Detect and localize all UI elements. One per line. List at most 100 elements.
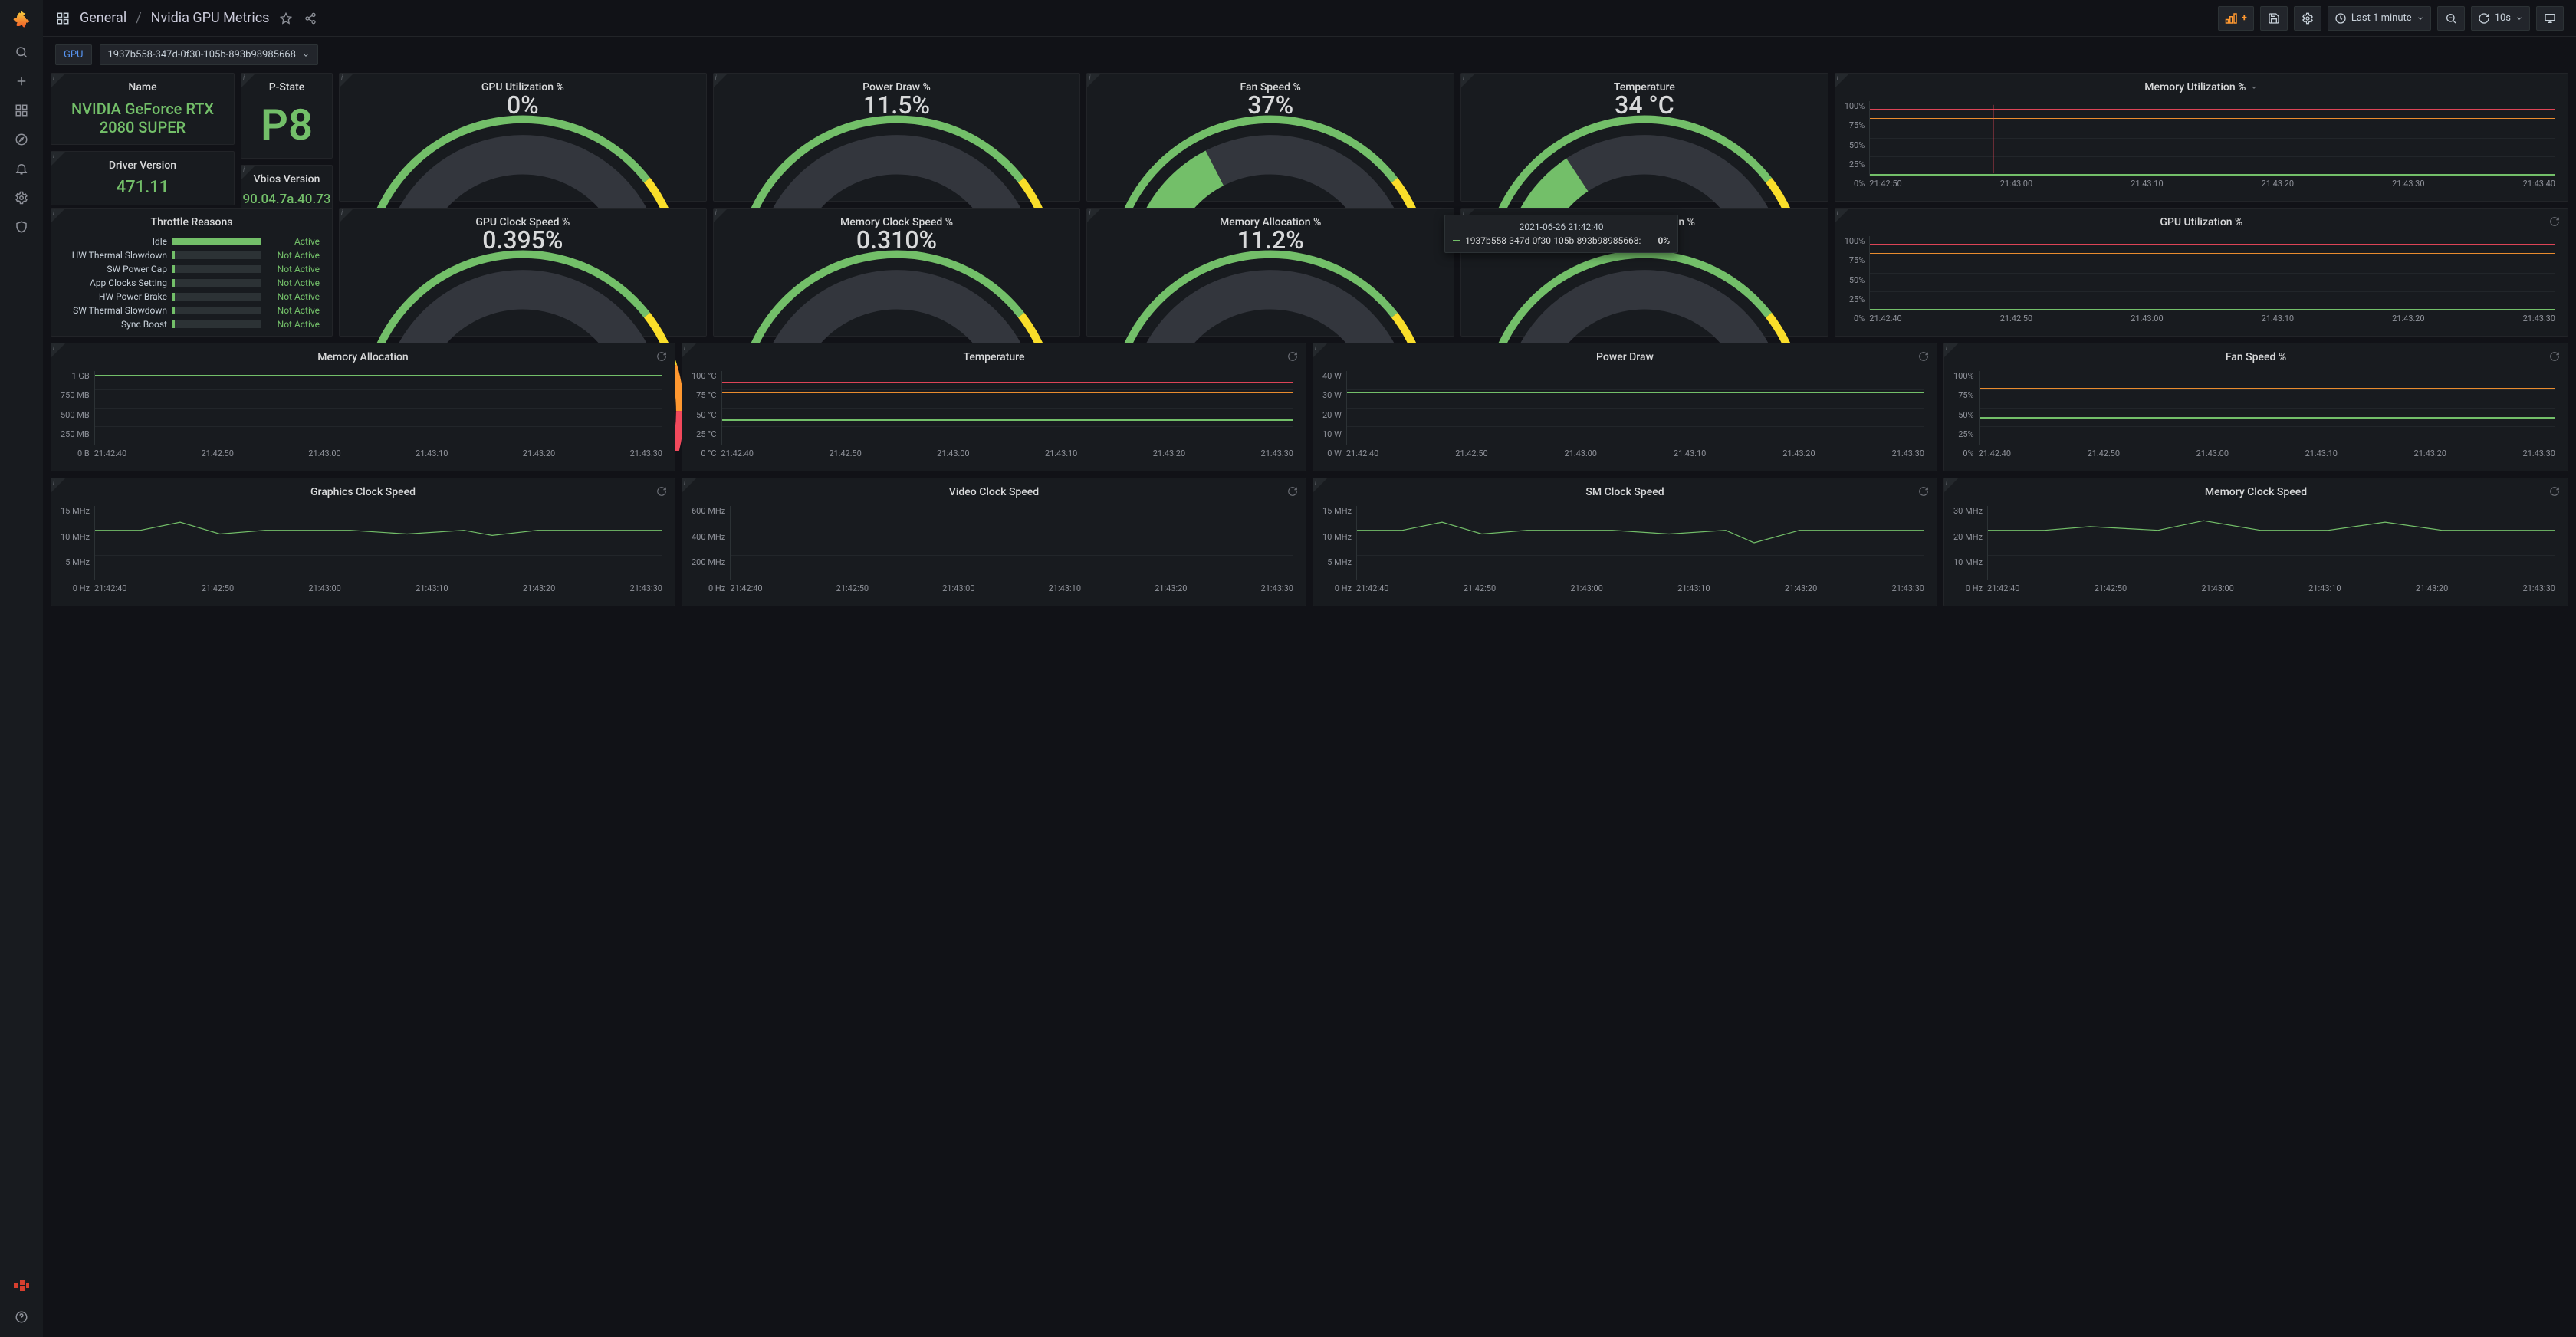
x-axis-labels: 21:42:4021:42:5021:43:0021:43:1021:43:20… (1356, 580, 1924, 593)
variable-label[interactable]: GPU (55, 44, 92, 65)
monitor-button[interactable] (2536, 6, 2564, 31)
breadcrumb-dashboard[interactable]: Nvidia GPU Metrics (151, 10, 270, 26)
panel-refresh-icon[interactable] (656, 486, 667, 497)
panel-gpu-clock-gauge[interactable]: GPU Clock Speed % 0.395% (339, 208, 707, 337)
panel-fan-gauge[interactable]: Fan Speed % 37% (1086, 73, 1454, 202)
help-icon[interactable] (14, 1309, 29, 1325)
panel-title: Driver Version (51, 152, 234, 175)
share-icon[interactable] (303, 11, 318, 26)
hover-tooltip: 2021-06-26 21:42:40 1937b558-347d-0f30-1… (1444, 215, 1678, 253)
throttle-status: Not Active (266, 264, 320, 274)
timerange-picker[interactable]: Last 1 minute (2328, 6, 2431, 31)
throttle-list: Idle ActiveHW Thermal Slowdown Not Activ… (51, 232, 332, 339)
tooltip-value: 0% (1658, 235, 1670, 246)
panel-refresh-icon[interactable] (2549, 351, 2560, 362)
x-axis-labels: 21:42:4021:42:5021:43:0021:43:1021:43:20… (1987, 580, 2555, 593)
y-axis-labels: 100 °C75 °C50 °C25 °C0 °C (692, 371, 721, 458)
bell-icon[interactable] (14, 161, 29, 176)
stat-value: NVIDIA GeForce RTX 2080 SUPER (58, 100, 228, 136)
dashboards-icon[interactable] (14, 103, 29, 118)
panel-refresh-icon[interactable] (1287, 351, 1298, 362)
panel-temp-gauge[interactable]: Temperature 34 °C (1460, 73, 1829, 202)
panel-title: GPU Utilization % (1835, 209, 2568, 232)
y-axis-labels: 15 MHz10 MHz5 MHz0 Hz (61, 506, 94, 593)
plus-icon[interactable] (14, 74, 29, 89)
star-icon[interactable] (278, 11, 294, 26)
throttle-row: SW Thermal Slowdown Not Active (64, 304, 320, 317)
plugin-icon[interactable] (12, 1277, 31, 1296)
panel-title: Throttle Reasons (51, 209, 332, 232)
y-axis-labels: 100%75%50%25%0% (1953, 371, 1979, 458)
zoom-out-button[interactable] (2437, 6, 2465, 31)
save-button[interactable] (2260, 6, 2288, 31)
y-axis-labels: 30 MHz20 MHz10 MHz0 Hz (1953, 506, 1987, 593)
breadcrumb-folder[interactable]: General (80, 10, 127, 26)
dashboard-grid: Name NVIDIA GeForce RTX 2080 SUPER Drive… (43, 73, 2576, 1337)
search-icon[interactable] (14, 44, 29, 60)
panel-refresh-icon[interactable] (2549, 216, 2560, 227)
panel-title: Power Draw (1313, 343, 1937, 366)
panel-title: Video Clock Speed (682, 478, 1306, 501)
throttle-row: HW Power Brake Not Active (64, 290, 320, 304)
add-panel-button[interactable]: + (2218, 6, 2254, 31)
panel-title: SM Clock Speed (1313, 478, 1937, 501)
panel-title: Name (51, 74, 234, 97)
panel-refresh-icon[interactable] (1918, 351, 1929, 362)
panel-refresh-icon[interactable] (1287, 486, 1298, 497)
panel-power-draw-gauge[interactable]: Power Draw % 11.5% (713, 73, 1081, 202)
compass-icon[interactable] (14, 132, 29, 147)
panel-fan-ts[interactable]: Fan Speed % 100%75%50%25%0% 21:42:4021:4… (1944, 343, 2568, 471)
panel-name[interactable]: Name NVIDIA GeForce RTX 2080 SUPER (51, 73, 235, 145)
panel-title: Vbios Version (242, 166, 332, 189)
throttle-bar (172, 293, 261, 301)
grafana-logo[interactable] (11, 9, 32, 31)
left-sidebar (0, 0, 43, 1337)
x-axis-labels: 21:42:5021:43:0021:43:1021:43:2021:43:30… (1869, 176, 2555, 189)
settings-button[interactable] (2294, 6, 2321, 31)
gear-icon[interactable] (14, 190, 29, 205)
panel-title: Memory Allocation (51, 343, 675, 366)
panel-power-ts[interactable]: Power Draw 40 W30 W20 W10 W0 W 21:42:402… (1313, 343, 1937, 471)
panel-title: Memory Utilization % (1835, 74, 2568, 97)
panel-sm-clock-ts[interactable]: SM Clock Speed 15 MHz10 MHz5 MHz0 Hz 21:… (1313, 478, 1937, 606)
panel-driver[interactable]: Driver Version 471.11 (51, 151, 235, 205)
panel-mem-clock-ts[interactable]: Memory Clock Speed 30 MHz20 MHz10 MHz0 H… (1944, 478, 2568, 606)
throttle-row: HW Thermal Slowdown Not Active (64, 248, 320, 262)
panel-throttle[interactable]: Throttle Reasons Idle ActiveHW Thermal S… (51, 208, 333, 337)
stat-value: 90.04.7a.40.73 (243, 192, 331, 207)
panel-temp-ts[interactable]: Temperature 100 °C75 °C50 °C25 °C0 °C 21… (682, 343, 1306, 471)
plot-area (721, 371, 1293, 445)
throttle-row: SW Power Cap Not Active (64, 262, 320, 276)
panel-refresh-icon[interactable] (656, 351, 667, 362)
shield-icon[interactable] (14, 219, 29, 235)
panel-title: Fan Speed % (1944, 343, 2568, 366)
y-axis-labels: 15 MHz10 MHz5 MHz0 Hz (1322, 506, 1356, 593)
panel-gpu-util-gauge[interactable]: GPU Utilization % 0% (339, 73, 707, 202)
panel-mem-alloc-gauge[interactable]: Memory Allocation % 11.2% (1086, 208, 1454, 337)
panel-gfx-clock-ts[interactable]: Graphics Clock Speed 15 MHz10 MHz5 MHz0 … (51, 478, 675, 606)
chart: 15 MHz10 MHz5 MHz0 Hz 21:42:4021:42:5021… (1319, 504, 1930, 598)
chart: 600 MHz400 MHz200 MHz0 Hz 21:42:4021:42:… (688, 504, 1300, 598)
panel-mem-clock-gauge[interactable]: Memory Clock Speed % 0.310% (713, 208, 1081, 337)
panel-mem-util-gauge[interactable]: Memory Utilization % 0% 2021-06-26 21:42… (1460, 208, 1829, 337)
stat-value: 471.11 (117, 178, 169, 197)
y-axis-labels: 40 W30 W20 W10 W0 W (1322, 371, 1346, 458)
panel-refresh-icon[interactable] (1918, 486, 1929, 497)
panel-mem-alloc-ts[interactable]: Memory Allocation 1 GB750 MB500 MB250 MB… (51, 343, 675, 471)
panel-mem-util-ts[interactable]: Memory Utilization % 100%75%50%25%0% 21:… (1835, 73, 2568, 202)
plot-area (94, 371, 662, 445)
panel-video-clock-ts[interactable]: Video Clock Speed 600 MHz400 MHz200 MHz0… (682, 478, 1306, 606)
plot-area (94, 506, 662, 580)
variable-select[interactable]: 1937b558-347d-0f30-105b-893b98985668 (100, 44, 318, 65)
panel-refresh-icon[interactable] (2549, 486, 2560, 497)
panel-pstate[interactable]: P-State P8 (241, 73, 333, 159)
y-axis-labels: 100%75%50%25%0% (1845, 101, 1870, 189)
plot-area (1869, 236, 2555, 310)
panel-gpu-util-ts[interactable]: GPU Utilization % 100%75%50%25%0% 21:42:… (1835, 208, 2568, 337)
dashboard-icon[interactable] (55, 11, 71, 26)
plot-area (1869, 101, 2555, 176)
throttle-status: Not Active (266, 305, 320, 316)
refresh-button[interactable]: 10s (2471, 6, 2530, 31)
throttle-label: SW Power Cap (64, 264, 167, 274)
panel-title: Memory Clock Speed (1944, 478, 2568, 501)
